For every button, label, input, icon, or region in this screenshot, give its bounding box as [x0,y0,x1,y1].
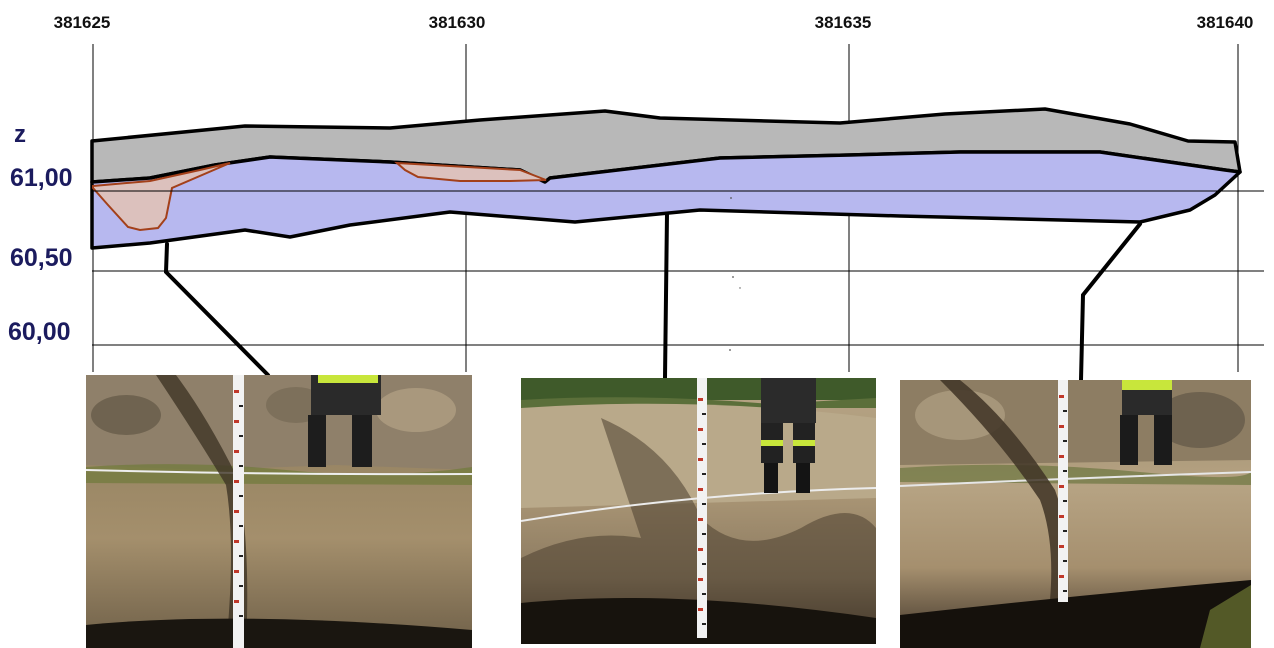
y-tick-label: 60,50 [10,244,73,272]
horizontal-gridlines [92,190,1264,346]
y-axis-label: z [14,121,26,148]
stray-dots [729,197,741,351]
feature-pit-2 [394,161,547,182]
x-tick-label: 381625 [54,13,111,32]
dot-mark [739,287,741,289]
leader-line-2 [663,212,669,380]
dot-mark [730,197,732,199]
y-tick-label: 61,00 [10,164,73,192]
dot-mark [732,276,734,278]
leader-line-3 [1079,222,1142,382]
trench-photo-1 [86,375,472,648]
photo-leader-lines [163,212,1142,382]
x-tick-label: 381635 [815,13,872,32]
dot-mark [729,349,731,351]
leader-line-1 [163,242,270,377]
trench-photo-2 [521,378,876,644]
x-tick-label: 381640 [1197,13,1254,32]
trench-photo-3 [900,380,1251,648]
feature-pit-1 [92,162,231,232]
y-tick-label: 60,00 [8,318,71,346]
x-tick-label: 381630 [429,13,486,32]
